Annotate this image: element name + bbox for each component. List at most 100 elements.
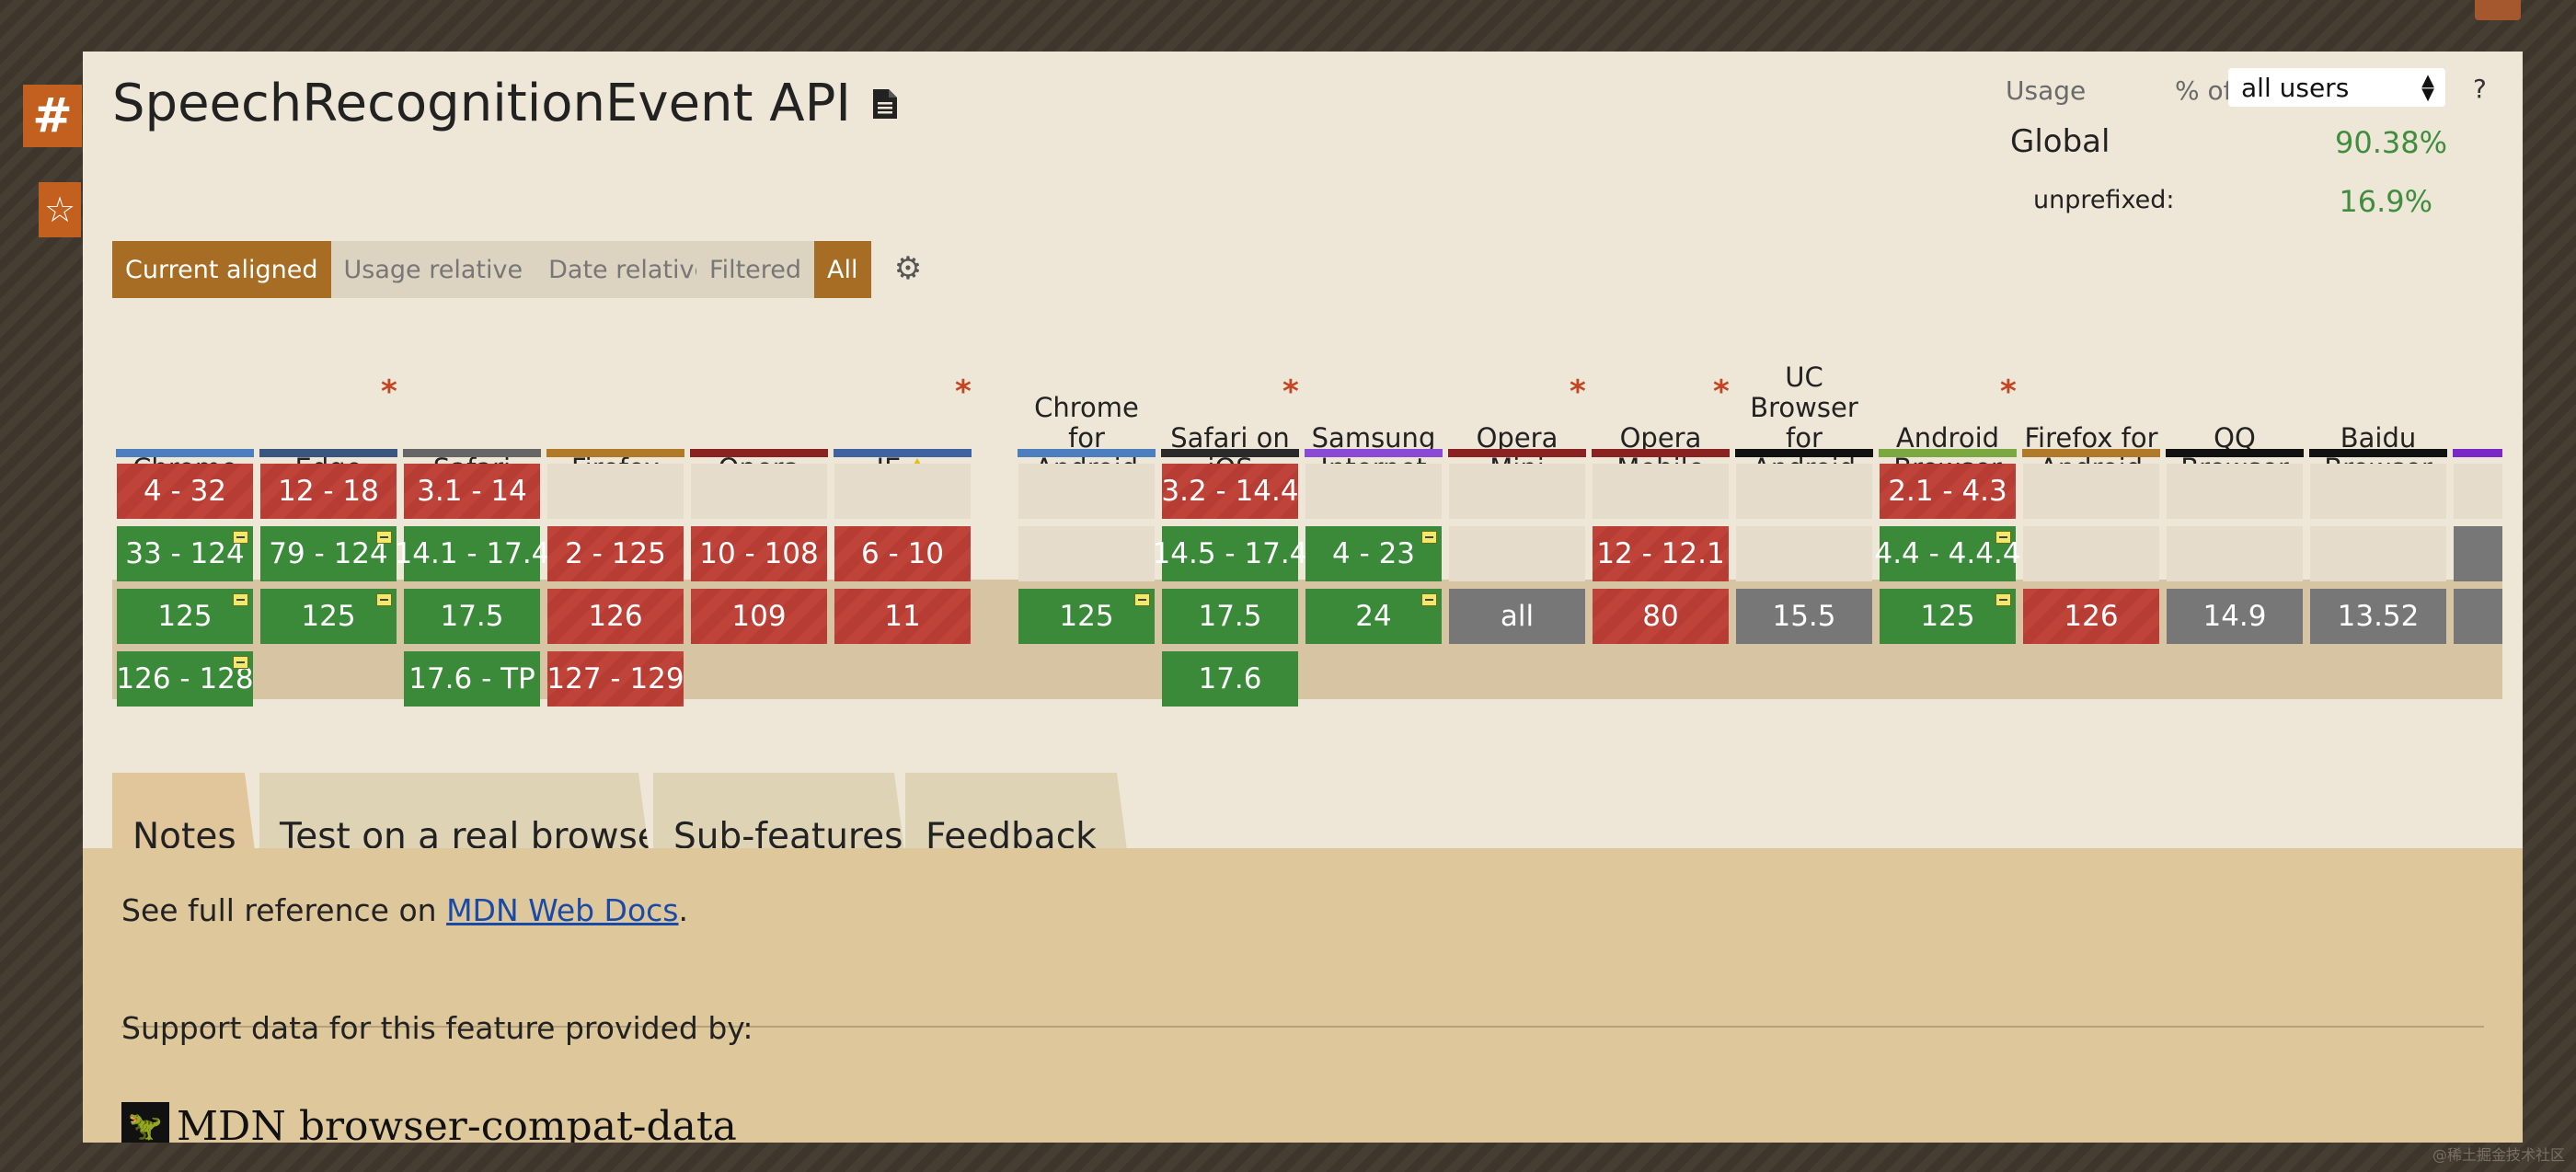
version-range: 126 [588, 600, 643, 633]
support-cell[interactable]: 2.1 - 4.3 [1880, 464, 2016, 519]
version-range: 14.9 [2202, 600, 2267, 633]
version-range: 11 [884, 600, 921, 633]
version-range: 127 - 129 [546, 662, 684, 695]
support-data-label: Support data for this feature provided b… [121, 1010, 753, 1046]
support-cell [1593, 464, 1729, 519]
support-cell[interactable]: 13.52 [2310, 589, 2446, 644]
partial-support-asterisk: * [1570, 373, 1586, 410]
tab-current-aligned[interactable]: Current aligned [112, 241, 331, 298]
support-cell[interactable]: 17.6 - TP [404, 651, 540, 707]
browser-color-bar [2309, 449, 2447, 457]
support-cell[interactable]: 2 - 125 [547, 526, 684, 581]
support-cell [1018, 526, 1155, 581]
browser-color-bar [116, 449, 254, 457]
prefix-note-icon [233, 656, 248, 669]
version-range: 6 - 10 [860, 537, 945, 570]
select-arrows-icon: ▲ ▼ [2421, 71, 2434, 104]
permalink-hash-button[interactable]: # [23, 85, 82, 147]
filter-toggle: Filtered All [696, 241, 871, 298]
prefix-note-icon [376, 531, 392, 544]
browser-color-bar [403, 449, 541, 457]
support-cell[interactable]: 3.1 - 14 [404, 464, 540, 519]
support-cell[interactable]: 126 [547, 589, 684, 644]
support-cell[interactable]: 11 [834, 589, 971, 644]
support-cell[interactable]: 12 - 12.1 [1593, 526, 1729, 581]
support-cell [2310, 526, 2446, 581]
support-cell[interactable]: 125 [1018, 589, 1155, 644]
version-range: 125 [157, 600, 213, 633]
support-cell[interactable]: 127 - 129 [546, 651, 684, 707]
version-range: 109 [731, 600, 787, 633]
browser-color-bar [259, 449, 397, 457]
support-cell[interactable]: 4.4 - 4.4.4 [1874, 526, 2021, 581]
support-cell[interactable]: 80 [1593, 589, 1729, 644]
document-icon[interactable] [872, 88, 897, 119]
support-cell[interactable]: 14.1 - 17.4 [395, 526, 549, 581]
support-cell[interactable]: 6 - 10 [834, 526, 971, 581]
support-cell[interactable]: 126 [2023, 589, 2159, 644]
corner-tab[interactable] [2475, 0, 2521, 20]
browser-name: Samsung [1311, 422, 1436, 454]
feature-title: SpeechRecognitionEvent API [112, 74, 851, 133]
watermark: @稀土掘金技术社区 [2432, 1146, 2565, 1164]
support-cell[interactable]: 17.5 [404, 589, 540, 644]
browser-color-bar [546, 449, 684, 457]
version-range: 12 - 18 [278, 475, 379, 508]
support-cell[interactable]: 17.5 [1162, 589, 1298, 644]
view-mode-tabs: Current aligned Usage relative Date rela… [112, 241, 723, 298]
browser-color-bar [1879, 449, 2017, 457]
version-range: 14.1 - 17.4 [394, 537, 550, 570]
support-cell[interactable] [2454, 589, 2502, 644]
support-cell[interactable]: 4 - 32 [117, 464, 253, 519]
version-range: 125 [1920, 600, 1975, 633]
browser-name: for [1068, 422, 1105, 454]
filter-filtered-button[interactable]: Filtered [696, 241, 815, 298]
browser-color-bar [1735, 449, 1873, 457]
support-cell[interactable]: 10 - 108 [691, 526, 827, 581]
support-cell[interactable]: 17.6 [1162, 651, 1298, 707]
usage-audience-select[interactable]: all users ▲ ▼ [2228, 68, 2445, 107]
usage-label: Usage [2006, 75, 2087, 106]
mdn-web-docs-link[interactable]: MDN Web Docs [446, 892, 679, 928]
star-icon[interactable]: ☆ [39, 182, 81, 237]
support-cell[interactable]: 79 - 124 [260, 526, 397, 581]
version-range: 10 - 108 [699, 537, 819, 570]
support-cell[interactable]: 14.5 - 17.4 [1153, 526, 1307, 581]
support-cell[interactable] [2454, 526, 2502, 581]
support-cell [547, 464, 684, 519]
support-cell[interactable]: 126 - 128 [116, 651, 254, 707]
version-range: 17.5 [1198, 600, 1262, 633]
browser-color-bar [834, 449, 972, 457]
tab-usage-relative[interactable]: Usage relative [330, 241, 536, 298]
partial-support-asterisk: * [955, 373, 972, 410]
prefix-note-icon [1421, 531, 1437, 544]
version-range: 4 - 32 [143, 475, 227, 508]
support-cell[interactable]: 125 [117, 589, 253, 644]
support-cell[interactable]: 14.9 [2167, 589, 2303, 644]
version-range: 13.52 [2337, 600, 2420, 633]
version-range: 80 [1642, 600, 1679, 633]
support-cell[interactable]: 3.2 - 14.4 [1161, 464, 1299, 519]
usage-help-link[interactable]: ? [2473, 74, 2487, 104]
support-cell[interactable]: 24 [1305, 589, 1442, 644]
support-cell [834, 464, 971, 519]
mdn-bcd-link[interactable]: 🦖 MDN browser-compat-data [121, 1102, 737, 1143]
support-cell[interactable]: 125 [260, 589, 397, 644]
support-cell[interactable]: 15.5 [1736, 589, 1872, 644]
filter-all-button[interactable]: All [814, 241, 871, 298]
support-cell[interactable]: 109 [691, 589, 827, 644]
gear-icon[interactable]: ⚙ [893, 250, 923, 287]
browser-name: Android [1895, 422, 2000, 454]
version-range: 4 - 23 [1331, 537, 1416, 570]
prefix-note-icon [233, 531, 248, 544]
support-cell[interactable]: 12 - 18 [260, 464, 397, 519]
version-range: 125 [1059, 600, 1114, 633]
support-cell[interactable]: 33 - 124 [117, 526, 253, 581]
support-cell[interactable]: 125 [1880, 589, 2016, 644]
tab-date-relative[interactable]: Date relative [535, 241, 723, 298]
support-cell[interactable]: 4 - 23 [1305, 526, 1442, 581]
support-cell[interactable]: all [1449, 589, 1585, 644]
reference-line: See full reference on MDN Web Docs. [121, 892, 688, 928]
usage-audience-value: all users [2241, 72, 2350, 103]
notes-divider [121, 1026, 2484, 1028]
